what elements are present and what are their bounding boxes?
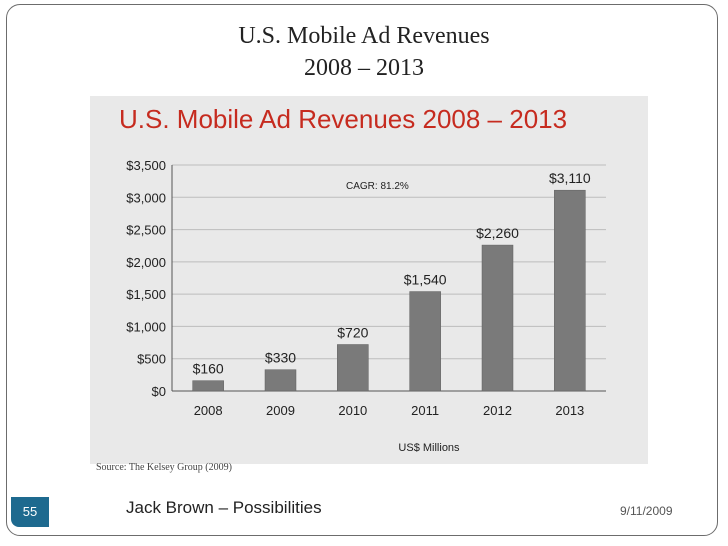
data-label-2008: $160 [193,361,224,377]
data-label-2011: $1,540 [404,272,447,288]
x-tick-label-2012: 2012 [483,403,512,418]
x-axis-label: US$ Millions [398,442,460,454]
page-number-badge: 55 [11,497,49,527]
y-tick-label: $1,000 [126,319,166,334]
cagr-annotation: CAGR: 81.2% [346,181,409,192]
bar-2008 [192,380,224,392]
y-tick-label: $2,500 [126,223,166,238]
bar-2009 [264,369,297,392]
footer-date: 9/11/2009 [620,504,673,518]
y-tick-label: $2,000 [126,255,166,270]
slide-frame [6,4,718,536]
bar-2011 [409,291,441,392]
bar-2010 [337,344,369,392]
data-label-2009: $330 [265,350,296,366]
x-tick-label-2008: 2008 [194,403,223,418]
slide-title: U.S. Mobile Ad Revenues 2008 – 2013 [0,20,728,84]
slide-title-line2: 2008 – 2013 [304,55,424,81]
y-tick-label: $500 [137,352,166,367]
y-tick-label: $1,500 [126,287,166,302]
chart-title: U.S. Mobile Ad Revenues 2008 – 2013 [119,104,568,134]
x-tick-label-2009: 2009 [266,403,295,418]
data-label-2010: $720 [337,325,368,341]
y-tick-label: $3,500 [126,158,166,173]
y-tick-label: $3,000 [126,190,166,205]
x-tick-label-2013: 2013 [555,403,584,418]
source-note: Source: The Kelsey Group (2009) [96,462,232,473]
bar-2012 [481,244,514,392]
data-label-2013: $3,110 [549,170,591,186]
slide-title-line1: U.S. Mobile Ad Revenues [238,23,490,49]
bar-2013 [554,189,586,392]
y-tick-label: $0 [152,384,166,399]
data-label-2012: $2,260 [476,225,519,241]
x-tick-label-2011: 2011 [411,403,439,418]
footer-text: Jack Brown – Possibilities [126,498,322,517]
x-tick-label-2010: 2010 [338,403,367,418]
